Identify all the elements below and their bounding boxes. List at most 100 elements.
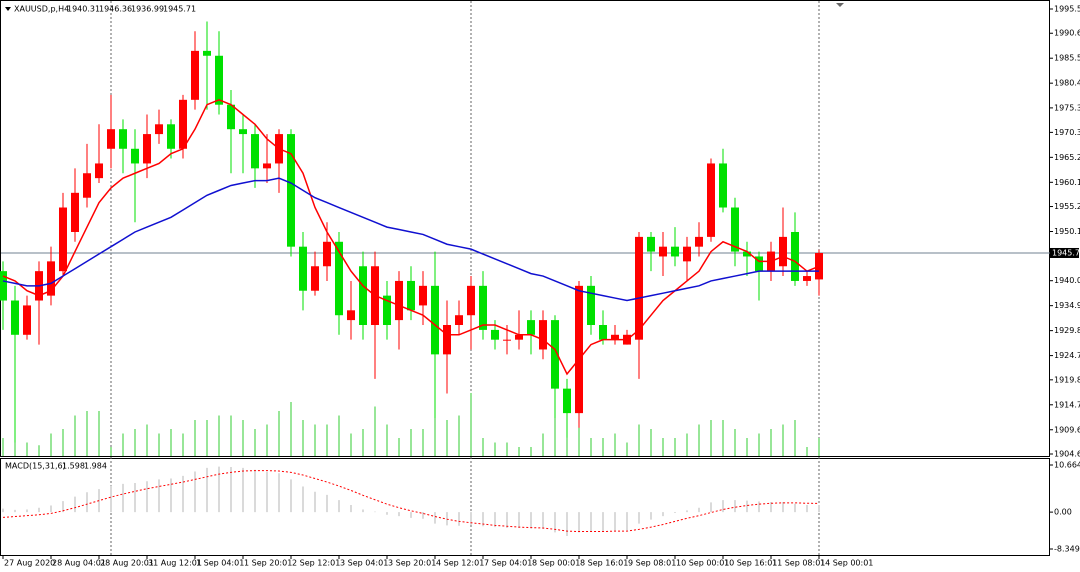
candle-body	[587, 285, 595, 326]
x-tick-label: 27 Aug 2020	[4, 559, 55, 568]
y-tick-label: 1985.50	[1054, 54, 1080, 63]
x-tick-label: 8 Sep 00:01	[532, 559, 580, 568]
candle-body	[683, 246, 691, 262]
candle-body	[59, 207, 67, 272]
open-value: 1940.31	[67, 5, 100, 14]
y-tick-label: 1955.20	[1054, 202, 1080, 211]
macd-header: MACD(15,31,6) 1.598 1.984	[5, 462, 107, 471]
candle-body	[287, 134, 295, 247]
candle-body	[23, 305, 31, 335]
candle-body	[491, 329, 499, 340]
x-tick-label: 1 Sep 04:01	[196, 559, 244, 568]
y-tick-label: 1995.55	[1054, 5, 1080, 14]
x-tick-label: 2 Sep 12:01	[292, 559, 340, 568]
candle-body	[599, 325, 607, 340]
candle-body	[803, 276, 811, 281]
candle-body	[131, 148, 139, 164]
candle-body	[815, 252, 823, 280]
y-tick-label: 1940.05	[1054, 276, 1080, 285]
candle-body	[563, 388, 571, 414]
candle-body	[407, 280, 415, 311]
candle-body	[203, 50, 211, 56]
candle-body	[647, 236, 655, 252]
x-tick-label: 10 Sep 16:01	[724, 559, 777, 568]
candle-body	[0, 271, 7, 301]
candle-body	[503, 339, 511, 341]
x-tick-label: 28 Aug 04:01	[52, 559, 106, 568]
candle-body	[443, 325, 451, 355]
candle-body	[323, 241, 331, 267]
candle-body	[215, 55, 223, 105]
signal-value: 1.984	[84, 462, 107, 471]
symbol: XAUUSD,p,H4	[14, 5, 69, 14]
candle-body	[731, 207, 739, 252]
candle-body	[11, 300, 19, 335]
header: XAUUSD,p,H4 1940.31 1946.36 1936.99 1945…	[14, 5, 196, 14]
x-tick-label: 28 Aug 20:01	[100, 559, 154, 568]
x-tick-label: 8 Sep 16:01	[580, 559, 628, 568]
candle-body	[119, 129, 127, 149]
y-tick-label: 1909.60	[1054, 425, 1080, 434]
candle-body	[47, 261, 55, 296]
candle-body	[383, 295, 391, 326]
y-tick-label: 1924.75	[1054, 351, 1080, 360]
candle-body	[515, 334, 523, 340]
x-tick-label: 7 Sep 04:01	[484, 559, 532, 568]
menu-arrow[interactable]	[5, 7, 11, 11]
candle-body	[527, 320, 535, 335]
candle-body	[167, 124, 175, 149]
candle-body	[95, 163, 103, 179]
y-tick-label: 1929.85	[1054, 326, 1080, 335]
x-tick-label: 9 Sep 08:01	[628, 559, 676, 568]
candle-body	[551, 320, 559, 389]
y-tick-label: 1965.25	[1054, 153, 1080, 162]
candle-body	[359, 266, 367, 326]
candle-body	[179, 99, 187, 149]
candle-body	[635, 236, 643, 340]
candle-body	[335, 241, 343, 316]
candle-body	[755, 256, 763, 272]
candle-body	[107, 129, 115, 149]
x-tick-label: 3 Sep 04:01	[340, 559, 388, 568]
low-value: 1936.99	[131, 5, 164, 14]
candle-body	[611, 334, 619, 340]
x-tick-label: 11 Sep 08:01	[772, 559, 825, 568]
candle-body	[575, 285, 583, 414]
y-tick-label: 1970.35	[1054, 128, 1080, 137]
x-tick-label: 1 Sep 20:01	[244, 559, 292, 568]
candle-body	[743, 251, 751, 257]
y-tick-label: 1934.95	[1054, 301, 1080, 310]
x-tick-label: 31 Aug 12:01	[148, 559, 202, 568]
moving-average	[2, 177, 819, 302]
y-tick-label: 10.664	[1054, 461, 1080, 470]
candle-body	[707, 163, 715, 237]
y-tick-label: 1919.80	[1054, 375, 1080, 384]
close-value: 1945.71	[163, 5, 196, 14]
y-tick-label: 1980.40	[1054, 79, 1080, 88]
candle-body	[467, 285, 475, 316]
candle-body	[191, 50, 199, 100]
candle-body	[263, 163, 271, 169]
candle-body	[659, 246, 667, 257]
chart-shift-marker	[836, 3, 844, 7]
x-tick-label: 14 Sep 00:01	[820, 559, 873, 568]
y-tick-label: 1960.15	[1054, 178, 1080, 187]
high-value: 1946.36	[99, 5, 132, 14]
candle-body	[299, 246, 307, 291]
y-tick-label: 1975.35	[1054, 103, 1080, 112]
y-tick-label: 1990.60	[1054, 29, 1080, 38]
candle-body	[311, 266, 319, 291]
current-price-box	[1050, 247, 1079, 258]
macd-name: MACD(15,31,6)	[5, 462, 66, 471]
macd-panel	[0, 458, 1050, 556]
candle-body	[143, 134, 151, 164]
x-tick-label: 3 Sep 20:01	[388, 559, 436, 568]
candle-body	[251, 134, 259, 169]
candle-body	[455, 315, 463, 326]
current-price-label: 1945.71	[1052, 248, 1080, 257]
y-tick-label: 1950.10	[1054, 227, 1080, 236]
candle-body	[539, 320, 547, 350]
candle-body	[695, 236, 703, 247]
